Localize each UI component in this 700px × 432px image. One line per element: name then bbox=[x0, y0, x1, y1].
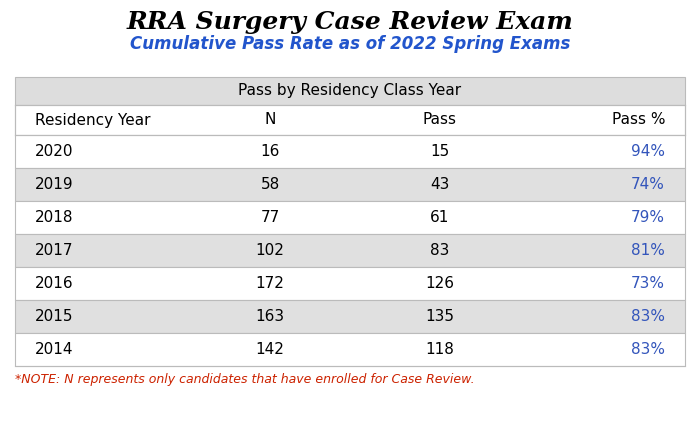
Text: 94%: 94% bbox=[631, 144, 665, 159]
Text: Cumulative Pass Rate as of 2022 Spring Exams: Cumulative Pass Rate as of 2022 Spring E… bbox=[130, 35, 570, 53]
Text: 83%: 83% bbox=[631, 342, 665, 357]
Text: 2014: 2014 bbox=[35, 342, 74, 357]
FancyBboxPatch shape bbox=[15, 333, 685, 366]
FancyBboxPatch shape bbox=[15, 105, 685, 135]
Text: 77: 77 bbox=[260, 210, 279, 225]
Text: 163: 163 bbox=[256, 309, 285, 324]
Text: 2020: 2020 bbox=[35, 144, 74, 159]
Text: RRA Surgery Case Review Exam: RRA Surgery Case Review Exam bbox=[127, 10, 573, 34]
FancyBboxPatch shape bbox=[15, 168, 685, 201]
Text: 83: 83 bbox=[430, 243, 449, 258]
Text: Residency Year: Residency Year bbox=[35, 112, 150, 127]
Text: 61: 61 bbox=[430, 210, 449, 225]
Text: 58: 58 bbox=[260, 177, 279, 192]
Text: Pass %: Pass % bbox=[612, 112, 665, 127]
Text: 172: 172 bbox=[256, 276, 284, 291]
Text: 102: 102 bbox=[256, 243, 284, 258]
Text: 118: 118 bbox=[426, 342, 454, 357]
Text: 15: 15 bbox=[430, 144, 449, 159]
Text: N: N bbox=[265, 112, 276, 127]
Text: 126: 126 bbox=[426, 276, 454, 291]
Text: 135: 135 bbox=[426, 309, 454, 324]
Text: 73%: 73% bbox=[631, 276, 665, 291]
Text: 79%: 79% bbox=[631, 210, 665, 225]
Text: 16: 16 bbox=[260, 144, 280, 159]
Text: *NOTE: N represents only candidates that have enrolled for Case Review.: *NOTE: N represents only candidates that… bbox=[15, 374, 475, 387]
Text: 43: 43 bbox=[430, 177, 449, 192]
FancyBboxPatch shape bbox=[15, 300, 685, 333]
Text: 2017: 2017 bbox=[35, 243, 74, 258]
Text: Pass: Pass bbox=[423, 112, 457, 127]
FancyBboxPatch shape bbox=[15, 135, 685, 168]
FancyBboxPatch shape bbox=[15, 234, 685, 267]
Text: 142: 142 bbox=[256, 342, 284, 357]
Text: 81%: 81% bbox=[631, 243, 665, 258]
Text: 2015: 2015 bbox=[35, 309, 74, 324]
FancyBboxPatch shape bbox=[15, 77, 685, 105]
Text: Pass by Residency Class Year: Pass by Residency Class Year bbox=[239, 83, 461, 98]
Text: 2016: 2016 bbox=[35, 276, 74, 291]
Text: 74%: 74% bbox=[631, 177, 665, 192]
Text: 2018: 2018 bbox=[35, 210, 74, 225]
Text: 83%: 83% bbox=[631, 309, 665, 324]
Text: 2019: 2019 bbox=[35, 177, 74, 192]
FancyBboxPatch shape bbox=[15, 267, 685, 300]
FancyBboxPatch shape bbox=[15, 201, 685, 234]
